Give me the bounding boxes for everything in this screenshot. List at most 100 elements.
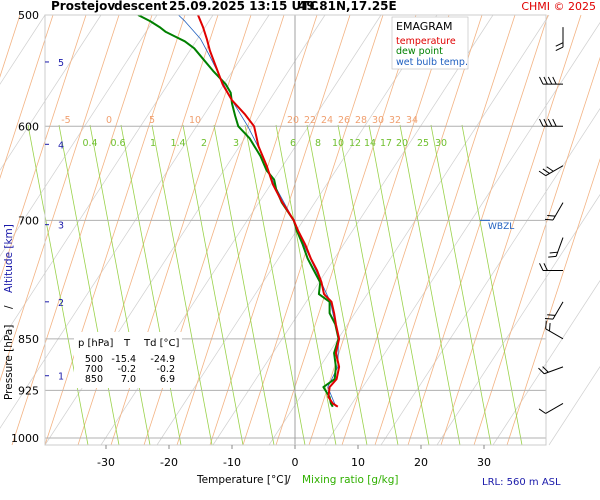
temperature-tick-label: -10 (223, 456, 241, 469)
legend-title: EMAGRAM (396, 20, 453, 33)
wind-barb-feather (544, 318, 554, 320)
dry-adiabat-label: 20 (287, 115, 299, 126)
wind-barb (548, 237, 564, 258)
station-coords: 49.81N,17.25E (298, 0, 397, 13)
copyright[interactable]: CHMI © 2025 (521, 0, 596, 13)
dry-adiabat-label: 24 (321, 115, 333, 126)
wind-barb-feather (547, 118, 553, 127)
mixing-ratio-line (151, 124, 213, 446)
wind-barb (545, 320, 564, 340)
grey-grid-line (492, 280, 600, 446)
table-cell: -0.2 (156, 364, 175, 375)
wind-barb-feather (549, 251, 558, 254)
temperature-tick-label: 10 (351, 456, 365, 469)
wind-barb (539, 76, 563, 85)
wind-barb-feather (542, 366, 549, 373)
wind-barb-feather (543, 76, 548, 85)
mixing-ratio-label: 1.4 (170, 138, 185, 149)
chart-legend: EMAGRAM temperature dew point wet bulb t… (391, 16, 469, 70)
temperature-tick-label: -20 (160, 456, 178, 469)
pressure-tick-label: 600 (18, 120, 39, 133)
grey-grid-line (436, 194, 600, 446)
altitude-tick-label: 2 (58, 298, 64, 309)
wind-barb-feather (544, 218, 554, 221)
mixing-ratio-line (120, 124, 182, 446)
mixing-ratio-line (461, 124, 523, 446)
mixing-ratio-label: 3 (233, 138, 239, 149)
dry-adiabat-line (176, 14, 318, 446)
wind-barb-feather (547, 215, 556, 217)
pressure-tick-label: 500 (18, 9, 39, 22)
dry-adiabat-label: 0 (106, 115, 112, 126)
wind-barb-staff (545, 328, 564, 340)
wind-barb-feather (552, 76, 557, 85)
table-cell: 6.9 (160, 374, 175, 385)
mixing-ratio-label: 30 (435, 138, 447, 149)
altitude-tick-label: 3 (58, 221, 64, 232)
mixing-ratio-line (89, 124, 151, 446)
dry-adiabat-line (308, 14, 450, 446)
sounding-phase: descent (114, 0, 168, 13)
mixing-ratio-label: 1 (150, 138, 156, 149)
mixing-ratio-label: 0.6 (110, 138, 125, 149)
wind-barb-staff (544, 366, 564, 375)
grey-grid-line (0, 14, 158, 257)
dry-adiabat-line (0, 14, 54, 180)
wind-barb-feather (555, 46, 564, 52)
y-axis-title: Pressure [hPa] / Altitude [km] (3, 224, 15, 400)
dry-adiabat-label: 30 (372, 115, 384, 126)
wind-barb-feather (543, 118, 548, 127)
y-axis-title-pressure: Pressure [hPa] (3, 325, 15, 400)
mixing-ratio-line (399, 124, 461, 446)
x-axis-title-temperature: Temperature [°C] (196, 474, 288, 486)
dry-adiabat-label: 34 (406, 115, 418, 126)
dry-adiabat-line (506, 158, 600, 446)
wind-barb-feather (547, 76, 553, 85)
grey-grid-line (380, 108, 600, 446)
mixing-ratio-line (213, 124, 275, 446)
wind-barb (539, 263, 563, 272)
wind-barb-feather (555, 42, 564, 47)
x-axis-title-separator: / (287, 474, 291, 486)
dry-adiabat-line (275, 14, 417, 446)
dry-adiabat-label: 5 (149, 115, 155, 126)
mixing-ratio-label: 17 (380, 138, 392, 149)
wind-barb-staff (552, 202, 564, 221)
wind-barb-feather (539, 76, 544, 85)
wind-barb (555, 27, 564, 52)
dry-adiabat-label: 26 (338, 115, 350, 126)
table-cell: -15.4 (111, 354, 136, 365)
legend-item-wet-bulb: wet bulb temp. (396, 57, 468, 68)
x-axis-title-mixing-ratio: Mixing ratio [g/kg] (302, 474, 398, 486)
dry-adiabat-line (440, 14, 582, 446)
altitude-tick-label: 4 (58, 140, 64, 151)
wind-barb-feather (538, 367, 545, 375)
pressure-tick-label: 1000 (11, 432, 39, 445)
sounding-datetime: 25.09.2025 13:15 UTC (169, 0, 318, 13)
wind-barb (544, 202, 564, 221)
legend-item-dew-point: dew point (396, 46, 443, 57)
wind-barb-feather (543, 263, 548, 271)
mixing-ratio-label: 0.4 (82, 138, 97, 149)
pressure-tick-label: 700 (18, 214, 39, 227)
wind-barb (538, 403, 564, 414)
dry-adiabat-label: -5 (61, 115, 70, 126)
table-cell: 500 (85, 354, 103, 365)
wind-barb-feather (547, 314, 556, 316)
mixing-ratio-label: 6 (290, 138, 296, 149)
mixing-ratio-line (430, 124, 492, 446)
table-cell: -0.2 (117, 364, 136, 375)
table-header-pressure: p [hPa] (78, 338, 113, 349)
mixing-ratio-line (275, 124, 337, 446)
legend-item-temperature: temperature (396, 36, 456, 47)
dry-adiabat-line (242, 14, 384, 446)
wind-barb (544, 301, 564, 320)
dry-adiabat-line (341, 14, 483, 446)
wind-barb-feather (539, 118, 544, 127)
dry-adiabat-line (11, 14, 153, 446)
wind-barb-feather (546, 166, 554, 172)
temperature-tick-label: 0 (292, 456, 299, 469)
sounding-curves (137, 15, 341, 408)
